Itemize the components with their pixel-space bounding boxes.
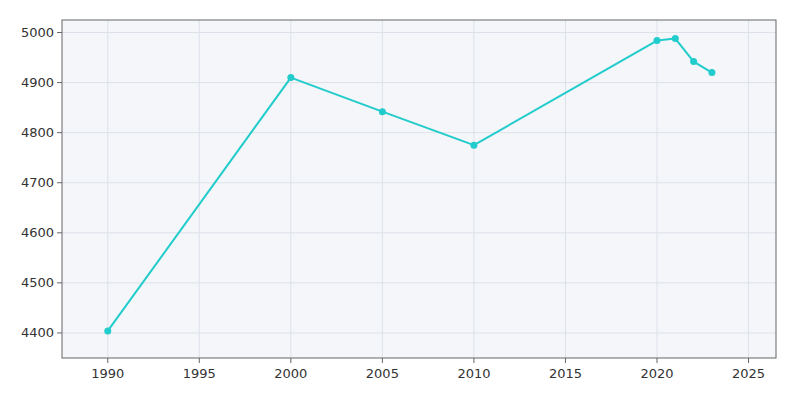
x-grid-line	[199, 20, 200, 358]
point	[287, 74, 294, 81]
y-tick-label: 4600	[21, 225, 54, 240]
x-tick	[290, 358, 291, 363]
y-grid-line	[62, 32, 776, 33]
y-grid-line	[62, 282, 776, 283]
x-grid-line	[473, 20, 474, 358]
y-grid-line	[62, 232, 776, 233]
y-grid-line	[62, 182, 776, 183]
point	[690, 58, 697, 65]
y-tick-label: 5000	[21, 25, 54, 40]
x-tick-label: 2000	[274, 366, 307, 381]
y-tick	[57, 182, 62, 183]
x-tick-label: 1995	[183, 366, 216, 381]
x-tick	[199, 358, 200, 363]
y-tick	[57, 232, 62, 233]
y-grid-line	[62, 82, 776, 83]
chart-svg: 1990 1995 2000 2005 2010 2015 2020 2025 4400 4500…	[0, 0, 800, 400]
y-tick-label: 4500	[21, 275, 54, 290]
y-tick-label: 4900	[21, 75, 54, 90]
x-tick	[565, 358, 566, 363]
y-grid-line	[62, 332, 776, 333]
y-tick-label: 4700	[21, 175, 54, 190]
x-tick	[748, 358, 749, 363]
point	[654, 37, 661, 44]
y-tick	[57, 32, 62, 33]
y-tick-label: 4400	[21, 325, 54, 340]
x-tick-label: 1990	[91, 366, 124, 381]
y-tick-label: 4800	[21, 125, 54, 140]
y-tick	[57, 132, 62, 133]
x-tick	[107, 358, 108, 363]
point	[470, 142, 477, 149]
x-tick-label: 2010	[457, 366, 490, 381]
point	[708, 69, 715, 76]
x-grid-line	[107, 20, 108, 358]
x-tick-label: 2020	[640, 366, 673, 381]
chart-container: 1990 1995 2000 2005 2010 2015 2020 2025 4400 4500…	[0, 0, 800, 400]
plot-background	[62, 20, 776, 358]
y-tick	[57, 332, 62, 333]
grid	[62, 20, 776, 358]
y-tick	[57, 82, 62, 83]
x-grid-line	[382, 20, 383, 358]
x-grid-line	[565, 20, 566, 358]
x-tick	[657, 358, 658, 363]
line	[108, 39, 712, 331]
y-grid-line	[62, 132, 776, 133]
data-layer	[104, 35, 715, 334]
x-tick	[473, 358, 474, 363]
point	[672, 35, 679, 42]
x-tick-label: 2015	[549, 366, 582, 381]
x-tick	[382, 358, 383, 363]
x-grid-line	[290, 20, 291, 358]
axes: 1990 1995 2000 2005 2010 2015 2020 2025 4400 4500…	[21, 20, 776, 381]
page: {"chart_data": {"type": "line", "x": [19…	[0, 0, 800, 400]
y-tick	[57, 282, 62, 283]
x-tick-label: 2005	[366, 366, 399, 381]
point	[104, 327, 111, 334]
x-grid-line	[748, 20, 749, 358]
x-tick-label: 2025	[732, 366, 765, 381]
x-grid-line	[657, 20, 658, 358]
plot-frame	[62, 20, 776, 358]
point	[379, 108, 386, 115]
